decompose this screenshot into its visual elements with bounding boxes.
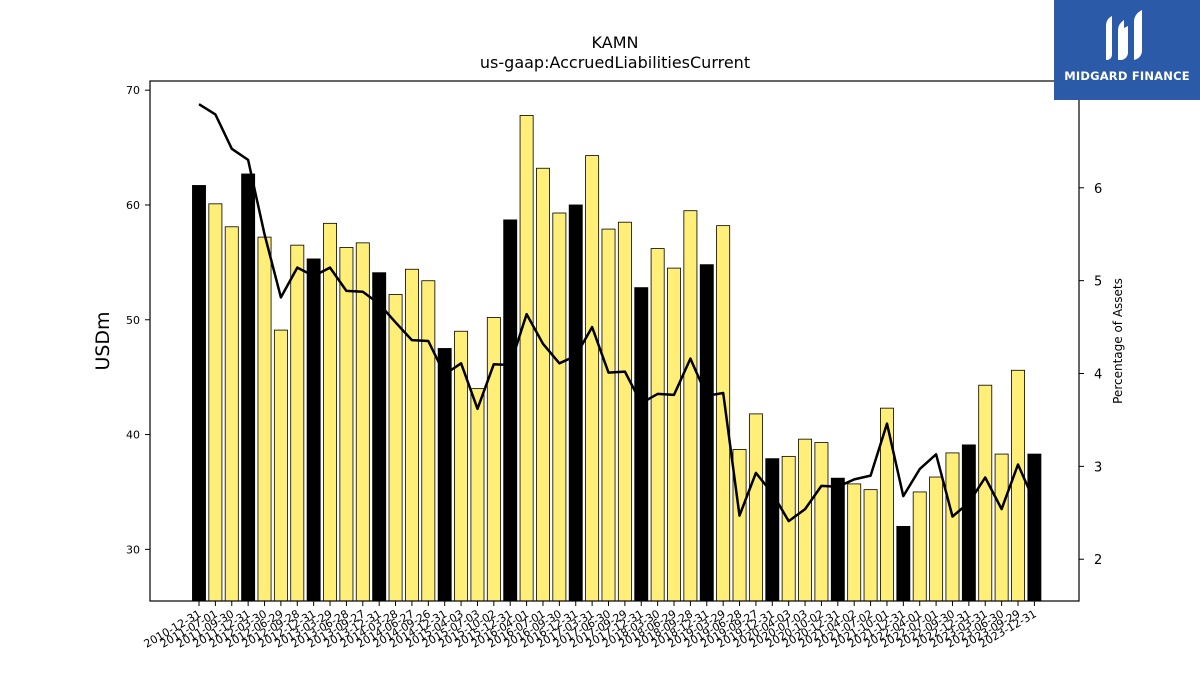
- y2-tick-label: 2: [1094, 553, 1102, 568]
- bar: [224, 226, 239, 602]
- bar: [929, 476, 944, 602]
- bar: [585, 155, 600, 602]
- y-axis: 30 40 50 60 70: [126, 84, 150, 556]
- bar: [273, 329, 288, 602]
- bar: [765, 458, 780, 602]
- y2-tick-label: 5: [1094, 275, 1102, 290]
- bar: [404, 268, 419, 602]
- bar: [978, 384, 993, 602]
- bar: [830, 477, 845, 602]
- y2-tick-label: 4: [1094, 368, 1102, 383]
- bar: [372, 272, 387, 602]
- y2-axis-label: Percentage of Assets: [1111, 278, 1125, 404]
- bar: [241, 173, 256, 602]
- y-tick-label: 40: [126, 429, 140, 442]
- bar: [519, 115, 534, 602]
- bar: [470, 388, 485, 602]
- bar: [503, 219, 518, 602]
- bar: [208, 203, 223, 602]
- bar: [1027, 453, 1042, 602]
- bar: [290, 244, 305, 602]
- bar: [667, 267, 681, 602]
- bar: [814, 442, 829, 602]
- bar: [568, 204, 583, 602]
- y-tick-label: 70: [126, 84, 140, 97]
- bar: [961, 444, 976, 602]
- x-axis: 2010-12-312011-07-012011-09-302011-12-31…: [142, 601, 1039, 651]
- bar: [388, 294, 403, 602]
- y-tick-label: 30: [126, 543, 140, 556]
- y2-tick-label: 6: [1094, 182, 1102, 197]
- y2-tick-label: 3: [1094, 460, 1102, 475]
- bar: [454, 330, 469, 602]
- y-axis-label: USDm: [92, 311, 114, 370]
- bar: [798, 438, 813, 602]
- bar: [421, 280, 436, 602]
- bar: [192, 185, 206, 602]
- bar: [699, 264, 714, 602]
- bar: [552, 212, 567, 602]
- bar: [945, 452, 960, 602]
- bar: [323, 222, 337, 602]
- brand-name: MIDGARD FINANCE: [1064, 69, 1190, 83]
- bar: [437, 348, 452, 602]
- bar: [650, 248, 665, 602]
- bar: [994, 453, 1009, 602]
- plot-frame: [149, 80, 1080, 602]
- bar: [1011, 369, 1025, 602]
- bar: [601, 228, 616, 602]
- y2-axis: 2 3 4 5 6: [1079, 182, 1102, 568]
- brand-logo: MIDGARD FINANCE: [1054, 0, 1200, 100]
- y-tick-label: 60: [126, 199, 140, 212]
- bar: [781, 455, 796, 602]
- bar: [486, 317, 501, 602]
- bar: [896, 525, 911, 602]
- bar: [306, 258, 321, 602]
- bar: [847, 483, 862, 602]
- bar: [683, 210, 698, 602]
- bar: [863, 489, 878, 602]
- chart-title: KAMN: [592, 33, 639, 52]
- pct-of-assets-line: [198, 103, 1036, 523]
- bar: [617, 221, 632, 602]
- logo-mark-icon: [1106, 10, 1142, 60]
- line-group: [198, 103, 1036, 523]
- bar: [748, 413, 763, 602]
- bars-group: [192, 115, 1042, 602]
- bar: [257, 236, 272, 602]
- chart-subtitle: us-gaap:AccruedLiabilitiesCurrent: [480, 53, 750, 72]
- bar: [912, 491, 927, 602]
- bar: [339, 247, 354, 602]
- y-tick-label: 50: [126, 314, 140, 327]
- bar: [634, 287, 649, 602]
- bar: [716, 225, 731, 602]
- bar: [536, 167, 550, 602]
